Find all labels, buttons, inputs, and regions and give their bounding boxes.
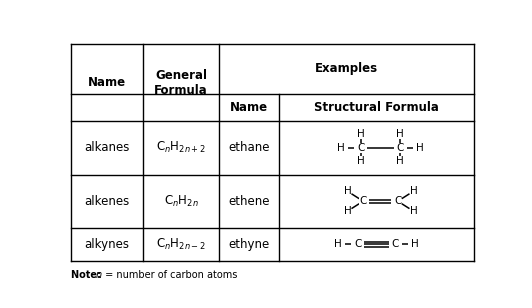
Text: H: H bbox=[344, 186, 351, 196]
Text: alkynes: alkynes bbox=[85, 238, 130, 251]
Text: alkenes: alkenes bbox=[85, 195, 130, 208]
Text: C: C bbox=[391, 240, 398, 249]
Text: H: H bbox=[337, 143, 345, 153]
Text: Note:: Note: bbox=[71, 270, 105, 280]
Text: = number of carbon atoms: = number of carbon atoms bbox=[102, 270, 237, 280]
Text: $\mathrm{C}_n\mathrm{H}_{2n}$: $\mathrm{C}_n\mathrm{H}_{2n}$ bbox=[163, 194, 198, 209]
Text: C: C bbox=[360, 196, 367, 206]
Text: H: H bbox=[416, 143, 424, 153]
Text: alkanes: alkanes bbox=[85, 141, 130, 154]
Text: n: n bbox=[95, 270, 102, 280]
Text: H: H bbox=[357, 156, 364, 166]
Text: General
Formula: General Formula bbox=[154, 69, 208, 97]
Text: C: C bbox=[396, 143, 404, 153]
Text: ethyne: ethyne bbox=[228, 238, 270, 251]
Text: H: H bbox=[396, 156, 404, 166]
Text: ethene: ethene bbox=[228, 195, 270, 208]
Text: C: C bbox=[357, 143, 364, 153]
Text: H: H bbox=[357, 129, 364, 139]
Text: $\mathrm{C}_n\mathrm{H}_{2n-2}$: $\mathrm{C}_n\mathrm{H}_{2n-2}$ bbox=[156, 237, 206, 252]
Text: H: H bbox=[411, 240, 419, 249]
Text: Name: Name bbox=[88, 76, 126, 89]
Text: C: C bbox=[354, 240, 361, 249]
Text: Examples: Examples bbox=[315, 63, 378, 75]
Text: H: H bbox=[410, 206, 417, 216]
Text: H: H bbox=[396, 129, 404, 139]
Text: Name: Name bbox=[230, 101, 268, 114]
Text: Structural Formula: Structural Formula bbox=[314, 101, 439, 114]
Text: H: H bbox=[334, 240, 342, 249]
Text: C: C bbox=[394, 196, 402, 206]
Text: ethane: ethane bbox=[228, 141, 270, 154]
Text: H: H bbox=[410, 186, 417, 196]
Text: $\mathrm{C}_n\mathrm{H}_{2n+2}$: $\mathrm{C}_n\mathrm{H}_{2n+2}$ bbox=[156, 140, 206, 155]
Text: H: H bbox=[344, 206, 351, 216]
